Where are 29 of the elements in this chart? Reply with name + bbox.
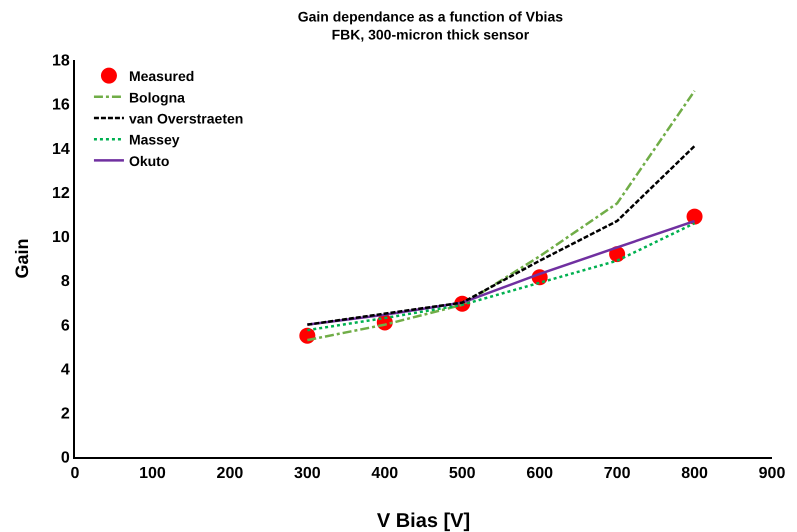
x-tick-label: 600	[526, 465, 554, 482]
legend-label: Measured	[128, 68, 194, 84]
chart-title: Gain dependance as a function of Vbias FBK, 300-micron thick sensor	[298, 8, 564, 42]
x-tick-label: 300	[294, 465, 321, 482]
legend-label: Bologna	[128, 89, 186, 106]
y-tick-label: 8	[60, 273, 70, 290]
x-tick-label: 900	[758, 465, 786, 482]
y-tick-label: 14	[52, 140, 70, 158]
x-tick-label: 100	[139, 465, 166, 482]
x-tick-label: 500	[448, 465, 476, 482]
y-tick-label: 6	[60, 317, 70, 334]
y-axis-title: Gain	[12, 238, 32, 279]
y-tick-label: 4	[60, 361, 70, 378]
y-tick-label: 0	[60, 450, 70, 467]
y-tick-label: 2	[60, 405, 70, 422]
x-tick-label: 400	[371, 465, 398, 482]
x-tick-label: 700	[604, 465, 631, 482]
y-tick-label: 10	[52, 229, 70, 246]
legend-label: Okuto	[128, 152, 170, 169]
y-tick-label: 18	[52, 52, 70, 70]
y-tick-label: 16	[52, 96, 70, 114]
x-tick-label: 800	[681, 465, 708, 482]
line-series	[306, 144, 696, 326]
x-axis-title: V Bias [V]	[376, 510, 470, 532]
point	[686, 208, 703, 225]
x-tick-label: 200	[216, 465, 244, 482]
legend-label: Massey	[128, 132, 180, 148]
y-tick-label: 12	[52, 184, 70, 202]
legend-label: van Overstraeten	[128, 110, 244, 126]
